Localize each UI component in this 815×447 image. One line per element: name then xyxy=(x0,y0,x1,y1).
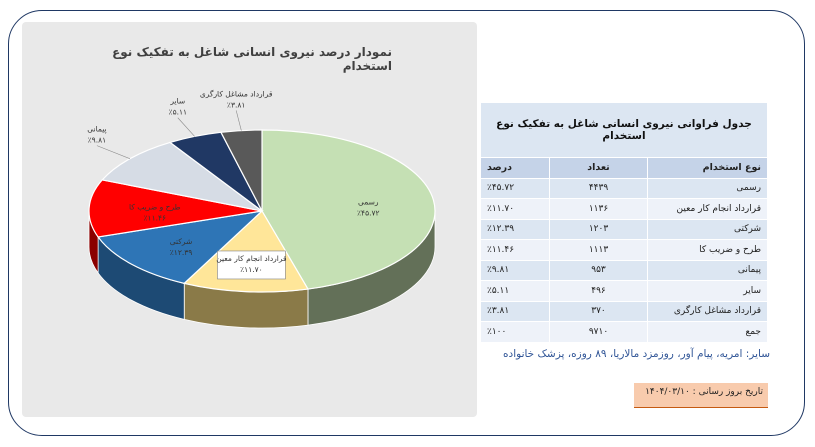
header-employment-type: نوع استخدام xyxy=(647,157,768,179)
cell-type: شرکتی xyxy=(647,218,768,240)
cell-type: پیمانی xyxy=(647,259,768,281)
slice-category-label: طرح و ضریب کا xyxy=(129,202,181,211)
cell-percent: ٪۱۱.۷۰ xyxy=(480,198,550,220)
table-row: قرارداد انجام کار معین ۱۱۳۶ ٪۱۱.۷۰ xyxy=(480,198,768,220)
slice-label: پیمانی ٪۹.۸۱ xyxy=(87,125,131,159)
cell-type: قرارداد انجام کار معین xyxy=(647,198,768,220)
leader-line xyxy=(96,145,131,159)
slice-label: قرارداد انجام کار معین ٪۱۱.۷۰ xyxy=(216,250,287,280)
pie-chart: رسمی ٪۴۵.۷۲ قرارداد انجام کار معین ٪۱۱.۷۰ شر… xyxy=(87,89,436,329)
slice-category-label: رسمی xyxy=(358,197,379,206)
cell-count: ۱۱۱۳ xyxy=(548,239,649,261)
slice-label: طرح و ضریب کا ٪۱۱.۴۶ xyxy=(129,202,181,222)
cell-percent: ٪۴۵.۷۲ xyxy=(480,177,550,199)
slice-label: شرکتی ٪۱۲.۳۹ xyxy=(170,237,193,257)
table-row: پیمانی ۹۵۳ ٪۹.۸۱ xyxy=(480,259,768,281)
header-count: تعداد xyxy=(548,157,649,179)
cell-percent: ٪۵.۱۱ xyxy=(480,280,550,302)
slice-value-label: ٪۱۱.۷۰ xyxy=(240,265,263,274)
cell-percent: ٪۹.۸۱ xyxy=(480,259,550,281)
pie-slice xyxy=(220,129,263,212)
leader-line xyxy=(235,110,242,131)
slice-value-label: ٪۴۵.۷۲ xyxy=(357,208,380,217)
frequency-table: جدول فراوانی نیروی انسانی شاغل به تفکیک … xyxy=(480,102,768,343)
cell-count: ۱۲۰۳ xyxy=(548,218,649,240)
cell-count: ۴۴۳۹ xyxy=(548,177,649,199)
table-title: جدول فراوانی نیروی انسانی شاغل به تفکیک … xyxy=(480,102,768,158)
cell-count: ۹۷۱۰ xyxy=(548,321,649,343)
cell-percent: ٪۱۱.۴۶ xyxy=(480,239,550,261)
table-row: سایر ۴۹۶ ٪۵.۱۱ xyxy=(480,280,768,302)
slice-value-label: ٪۳.۸۱ xyxy=(227,100,246,109)
table-row: قرارداد مشاغل کارگری ۳۷۰ ٪۳.۸۱ xyxy=(480,300,768,322)
pie-slice xyxy=(261,129,436,290)
update-date: تاریخ بروز رسانی : ۱۴۰۴/۰۳/۱۰ xyxy=(634,383,768,408)
slice-category-label: شرکتی xyxy=(170,237,193,246)
table-total-row: جمع ۹۷۱۰ ٪۱۰۰ xyxy=(480,321,768,343)
table-row: رسمی ۴۴۳۹ ٪۴۵.۷۲ xyxy=(480,177,768,199)
cell-percent: ٪۳.۸۱ xyxy=(480,300,550,322)
table-row: شرکتی ۱۲۰۳ ٪۱۲.۳۹ xyxy=(480,218,768,240)
slice-category-label: پیمانی xyxy=(87,125,106,134)
cell-type: طرح و ضریب کا xyxy=(647,239,768,261)
cell-count: ۱۱۳۶ xyxy=(548,198,649,220)
slice-category-label: قرارداد انجام کار معین xyxy=(216,254,287,263)
cell-count: ۹۵۳ xyxy=(548,259,649,281)
footnote: سایر: امریه، پیام آور، روزمزد مالاریا، ۸… xyxy=(503,348,770,360)
cell-type: سایر xyxy=(647,280,768,302)
leader-line xyxy=(177,117,195,137)
slice-label: رسمی ٪۴۵.۷۲ xyxy=(357,197,380,217)
pie-slice xyxy=(97,210,264,285)
slice-value-label: ٪۱۱.۴۶ xyxy=(144,213,167,222)
slice-label: سایر ٪۵.۱۱ xyxy=(169,97,195,137)
cell-count: ۴۹۶ xyxy=(548,280,649,302)
slice-value-label: ٪۹.۸۱ xyxy=(88,136,107,145)
chart-title: نمودار درصد نیروی انسانی شاغل به تفکیک ن… xyxy=(112,45,392,73)
cell-percent: ٪۱۲.۳۹ xyxy=(480,218,550,240)
pie-slice xyxy=(88,179,263,238)
cell-type: جمع xyxy=(647,321,768,343)
table-row: طرح و ضریب کا ۱۱۱۳ ٪۱۱.۴۶ xyxy=(480,239,768,261)
slice-category-label: سایر xyxy=(169,97,185,106)
cell-type: قرارداد مشاغل کارگری xyxy=(647,300,768,322)
slice-category-label: قرارداد مشاغل کارگری xyxy=(200,89,273,98)
header-percent: درصد xyxy=(480,157,550,179)
cell-count: ۳۷۰ xyxy=(548,300,649,322)
slice-value-label: ٪۱۲.۳۹ xyxy=(170,248,193,257)
slice-label: قرارداد مشاغل کارگری ٪۳.۸۱ xyxy=(200,89,273,131)
slice-value-label: ٪۵.۱۱ xyxy=(169,108,188,117)
cell-type: رسمی xyxy=(647,177,768,199)
cell-percent: ٪۱۰۰ xyxy=(480,321,550,343)
